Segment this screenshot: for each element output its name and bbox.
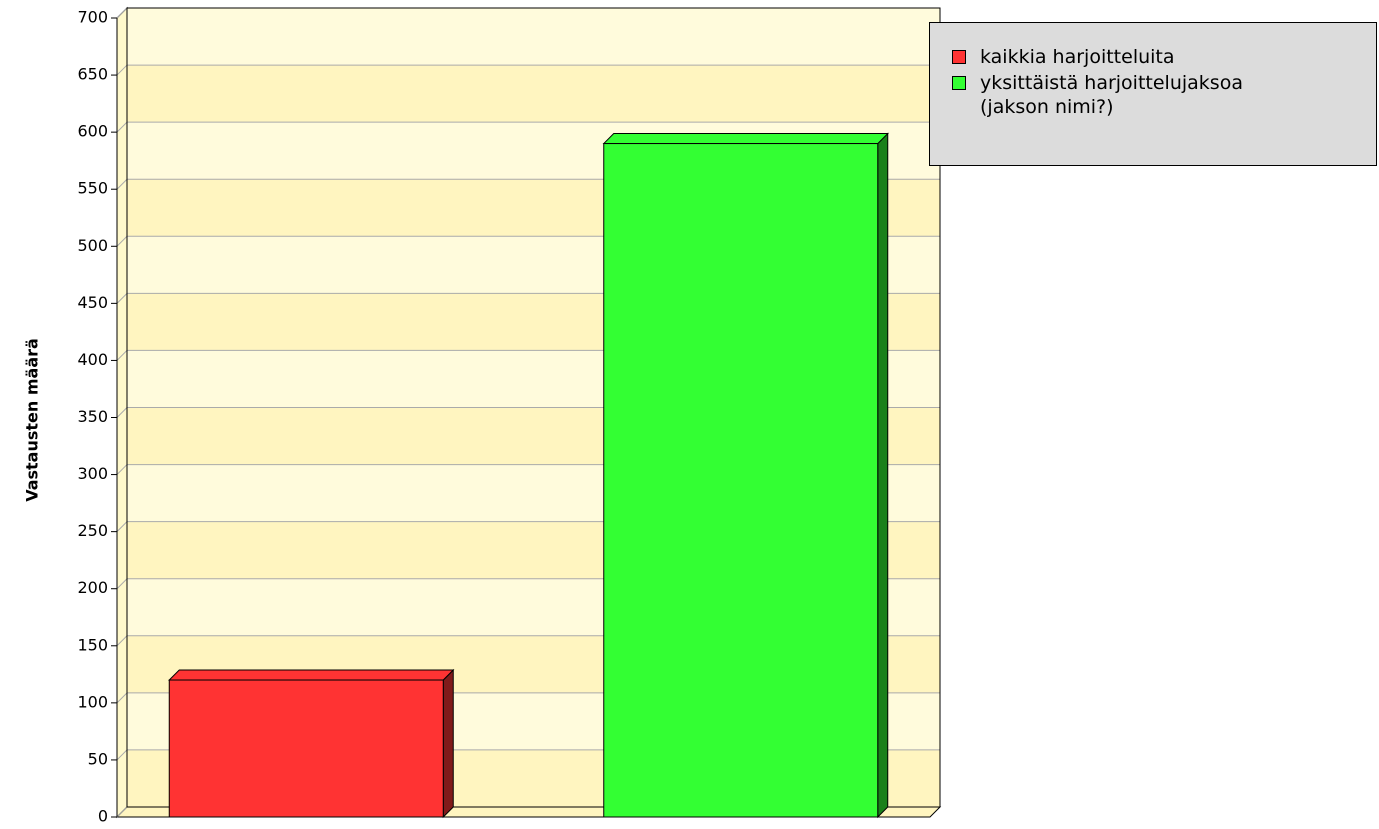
bar [168, 679, 444, 818]
y-tick-label: 50 [88, 749, 108, 768]
legend: kaikkia harjoitteluita yksittäistä harjoi… [929, 22, 1377, 166]
bar-group [168, 668, 455, 819]
y-tick-label: 0 [98, 807, 108, 826]
legend-label: kaikkia harjoitteluita [980, 46, 1175, 68]
bar-side [877, 132, 889, 819]
y-tick-label: 650 [77, 65, 108, 84]
y-tick-label: 350 [77, 407, 108, 426]
y-tick-label: 300 [77, 464, 108, 483]
bar-group [602, 132, 889, 819]
back-wall-border [126, 7, 941, 808]
y-tick-label: 200 [77, 578, 108, 597]
y-tick-label: 250 [77, 521, 108, 540]
y-tick-label: 400 [77, 350, 108, 369]
band [127, 65, 940, 123]
y-tick-label: 450 [77, 293, 108, 312]
legend-label: yksittäistä harjoittelujaksoa (jakson ni… [980, 72, 1243, 118]
legend-swatch [952, 50, 966, 64]
y-tick-label: 550 [77, 179, 108, 198]
legend-swatch [952, 76, 966, 90]
bar-top [602, 133, 889, 145]
legend-entry: kaikkia harjoitteluita [952, 45, 1332, 69]
y-tick-label: 150 [77, 635, 108, 654]
y-tick-label: 100 [77, 692, 108, 711]
y-tick-label: 700 [77, 8, 108, 27]
bar [603, 143, 879, 818]
y-tick-label: 600 [77, 122, 108, 141]
legend-entry: yksittäistä harjoittelujaksoa (jakson ni… [952, 71, 1332, 119]
bar-top [168, 669, 455, 681]
y-axis-label: Vastausten määrä [23, 338, 42, 502]
y-tick-label: 500 [77, 236, 108, 255]
bar-side [442, 668, 454, 819]
band [127, 8, 940, 66]
